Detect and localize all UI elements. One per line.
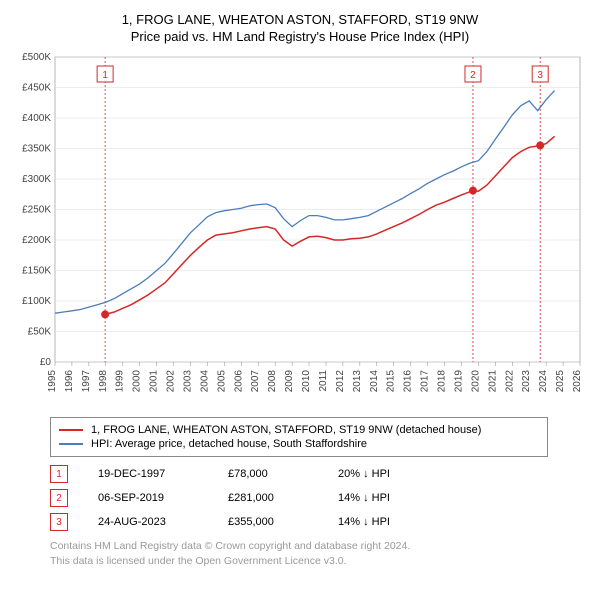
svg-text:2015: 2015: [386, 370, 397, 393]
footer-line-1: Contains HM Land Registry data © Crown c…: [50, 539, 590, 554]
svg-text:2009: 2009: [284, 370, 295, 393]
svg-text:£250K: £250K: [22, 205, 51, 216]
svg-text:2018: 2018: [437, 370, 448, 393]
sale-delta: 14% ↓ HPI: [338, 516, 458, 528]
sale-price: £355,000: [228, 516, 308, 528]
svg-text:2004: 2004: [199, 370, 210, 393]
sale-date: 06-SEP-2019: [98, 492, 198, 504]
svg-text:1: 1: [102, 70, 108, 81]
svg-text:£50K: £50K: [28, 327, 52, 338]
svg-text:3: 3: [537, 70, 543, 81]
footer-line-2: This data is licensed under the Open Gov…: [50, 554, 590, 569]
sale-date: 19-DEC-1997: [98, 468, 198, 480]
svg-text:2019: 2019: [453, 370, 464, 393]
svg-text:2023: 2023: [521, 370, 532, 393]
title-line-2: Price paid vs. HM Land Registry's House …: [10, 29, 590, 44]
sale-delta: 20% ↓ HPI: [338, 468, 458, 480]
svg-text:2020: 2020: [470, 370, 481, 393]
svg-text:2005: 2005: [216, 370, 227, 393]
svg-text:2025: 2025: [555, 370, 566, 393]
svg-text:2016: 2016: [403, 370, 414, 393]
sale-price: £78,000: [228, 468, 308, 480]
svg-text:2026: 2026: [572, 370, 583, 393]
legend-label: 1, FROG LANE, WHEATON ASTON, STAFFORD, S…: [91, 424, 481, 436]
svg-text:2002: 2002: [166, 370, 177, 393]
chart-container: 1, FROG LANE, WHEATON ASTON, STAFFORD, S…: [10, 12, 590, 568]
svg-text:£0: £0: [40, 357, 52, 368]
svg-text:£400K: £400K: [22, 113, 51, 124]
svg-text:£500K: £500K: [22, 52, 51, 63]
title-line-1: 1, FROG LANE, WHEATON ASTON, STAFFORD, S…: [10, 12, 590, 27]
svg-text:£300K: £300K: [22, 174, 51, 185]
svg-text:2014: 2014: [369, 370, 380, 393]
sale-row: 3 24-AUG-2023 £355,000 14% ↓ HPI: [50, 513, 590, 531]
legend-item: 1, FROG LANE, WHEATON ASTON, STAFFORD, S…: [59, 424, 539, 436]
svg-text:1999: 1999: [115, 370, 126, 393]
svg-text:2: 2: [470, 70, 476, 81]
svg-text:2001: 2001: [149, 370, 160, 393]
legend-item: HPI: Average price, detached house, Sout…: [59, 438, 539, 450]
svg-text:2007: 2007: [250, 370, 261, 393]
svg-text:£200K: £200K: [22, 235, 51, 246]
legend-swatch: [59, 429, 83, 431]
legend-swatch: [59, 443, 83, 445]
svg-text:2013: 2013: [352, 370, 363, 393]
sale-badge: 2: [50, 489, 68, 507]
svg-text:2024: 2024: [538, 370, 549, 393]
svg-text:1997: 1997: [81, 370, 92, 393]
sale-row: 1 19-DEC-1997 £78,000 20% ↓ HPI: [50, 465, 590, 483]
svg-text:2017: 2017: [420, 370, 431, 393]
svg-text:2010: 2010: [301, 370, 312, 393]
svg-text:£350K: £350K: [22, 144, 51, 155]
svg-text:£100K: £100K: [22, 296, 51, 307]
sales-table: 1 19-DEC-1997 £78,000 20% ↓ HPI 2 06-SEP-2019…: [50, 465, 590, 531]
svg-text:2012: 2012: [335, 370, 346, 393]
sale-price: £281,000: [228, 492, 308, 504]
chart: £0 £50K £100K £150K £200K £250K £300K £350K £400…: [10, 52, 585, 407]
svg-text:2011: 2011: [318, 370, 329, 392]
sale-badge: 3: [50, 513, 68, 531]
svg-text:£150K: £150K: [22, 266, 51, 277]
svg-text:1998: 1998: [98, 370, 109, 393]
svg-text:2003: 2003: [182, 370, 193, 393]
svg-text:2022: 2022: [504, 370, 515, 393]
svg-text:2000: 2000: [132, 370, 143, 393]
svg-text:£450K: £450K: [22, 83, 51, 94]
footer: Contains HM Land Registry data © Crown c…: [50, 539, 590, 568]
sale-delta: 14% ↓ HPI: [338, 492, 458, 504]
svg-text:2021: 2021: [487, 370, 498, 393]
sale-row: 2 06-SEP-2019 £281,000 14% ↓ HPI: [50, 489, 590, 507]
svg-text:2008: 2008: [267, 370, 278, 393]
sale-badge: 1: [50, 465, 68, 483]
sale-date: 24-AUG-2023: [98, 516, 198, 528]
legend-label: HPI: Average price, detached house, Sout…: [91, 438, 367, 450]
svg-text:1996: 1996: [64, 370, 75, 393]
legend: 1, FROG LANE, WHEATON ASTON, STAFFORD, S…: [50, 417, 548, 457]
svg-text:1995: 1995: [47, 370, 58, 393]
svg-text:2006: 2006: [233, 370, 244, 393]
